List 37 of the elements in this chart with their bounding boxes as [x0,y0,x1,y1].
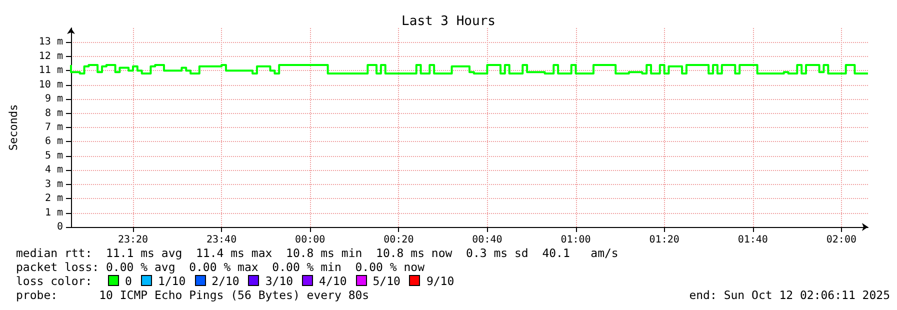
y-tick-label: 11 m [38,65,63,76]
y-tick-label: 8 m [44,108,63,119]
y-tick-label: 0 [56,222,63,232]
x-tick-label: 01:20 [649,234,680,246]
text: 0 [125,274,132,288]
text: 4/10 [319,274,347,288]
y-tick-label: 12 m [38,50,63,62]
text: loss color: [16,274,94,288]
y-tick-label: 13 m [38,36,63,48]
text: 2/10 [212,274,240,288]
x-tick-label: 00:20 [384,234,414,246]
y-tick-label: 2 m [44,193,63,204]
y-tick-label: 9 m [44,94,63,105]
x-tick-label: 00:40 [472,234,502,246]
text: 5/10 [372,274,400,288]
text: packet loss: 0.00 % avg 0.00 % max 0.00 % min 0.00 % now [16,260,424,274]
y-tick-label: 4 m [44,164,63,176]
y-tick-label: 3 m [44,178,63,190]
text: median rtt: 11.1 ms avg 11.4 ms max 10.8 ms min 10.8 ms now 0.3 ms sd 40.1 am/s [16,246,618,260]
y-tick-label: 10 m [38,79,63,90]
x-tick-label: 23:40 [206,234,237,246]
text: 1/10 [158,274,186,288]
text: 3/10 [265,274,294,288]
text: 9/10 [426,274,454,288]
text: end: Sun Oct 12 02:06:11 2025 [689,288,890,302]
text: probe: 10 ICMP Echo Pings (56 Bytes) every 80s [16,288,370,302]
x-tick-label: 02:00 [826,234,856,246]
x-tick-label: 00:00 [295,234,326,246]
y-tick-label: 5 m [44,150,63,162]
y-tick-label: 1 m [44,207,63,218]
x-tick-label: 01:40 [738,234,768,246]
x-tick-label: 01:00 [560,234,591,246]
chart-title: Last 3 Hours [402,14,496,29]
y-axis-title: Seconds [7,104,20,151]
y-tick-label: 7 m [44,122,63,133]
x-tick-label: 23:20 [118,234,148,246]
y-tick-label: 6 m [44,136,63,148]
